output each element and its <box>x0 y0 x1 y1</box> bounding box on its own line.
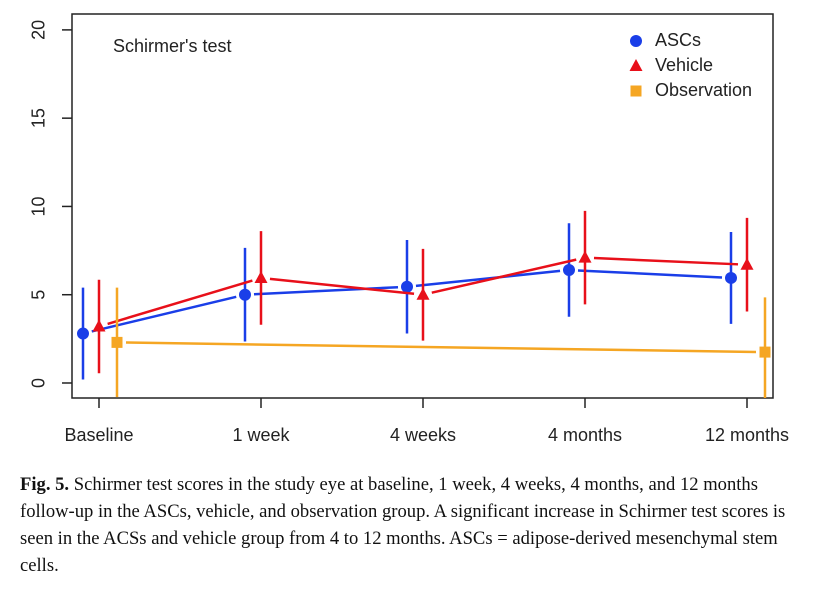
legend-marker <box>630 85 642 97</box>
x-tick-label: 1 week <box>232 425 290 445</box>
point <box>239 288 251 301</box>
connector <box>577 269 723 279</box>
point <box>563 264 575 276</box>
connector <box>91 295 237 333</box>
legend-label: Vehicle <box>655 55 713 75</box>
connector <box>269 277 415 296</box>
point <box>254 270 268 283</box>
plot-area <box>77 210 771 398</box>
connector <box>107 279 253 326</box>
x-tick-label: 12 months <box>705 425 789 445</box>
point <box>111 336 123 348</box>
point <box>416 287 430 300</box>
connector <box>125 341 757 354</box>
point <box>401 280 413 293</box>
y-tick-label: 10 <box>29 196 49 216</box>
y-tick-label: 20 <box>29 20 49 40</box>
point <box>578 250 592 263</box>
point <box>740 257 754 270</box>
caption-label: Fig. 5. <box>20 474 70 495</box>
caption: Fig. 5. Schirmer test scores in the stud… <box>20 471 805 579</box>
legend-marker <box>630 35 642 47</box>
connector <box>431 258 577 294</box>
legend-marker <box>629 59 643 71</box>
connector <box>415 269 561 288</box>
x-tick-label: 4 months <box>548 425 622 445</box>
point <box>92 319 106 332</box>
point <box>759 346 771 358</box>
y-tick-label: 15 <box>29 108 49 128</box>
connector <box>593 256 739 266</box>
x-tick-label: 4 weeks <box>390 425 456 445</box>
legend-label: ASCs <box>655 30 701 50</box>
point <box>77 327 89 340</box>
y-tick-label: 0 <box>29 378 49 388</box>
y-tick-label: 5 <box>29 290 49 300</box>
chart-title: Schirmer's test <box>113 36 231 56</box>
legend-label: Observation <box>655 80 752 100</box>
chart: Schirmer's test 0 5 10 15 20 Baseline 1 week 4 … <box>29 13 789 445</box>
caption-text: Schirmer test scores in the study eye at… <box>20 474 786 576</box>
point <box>725 271 737 284</box>
x-tick-label: Baseline <box>64 425 133 445</box>
